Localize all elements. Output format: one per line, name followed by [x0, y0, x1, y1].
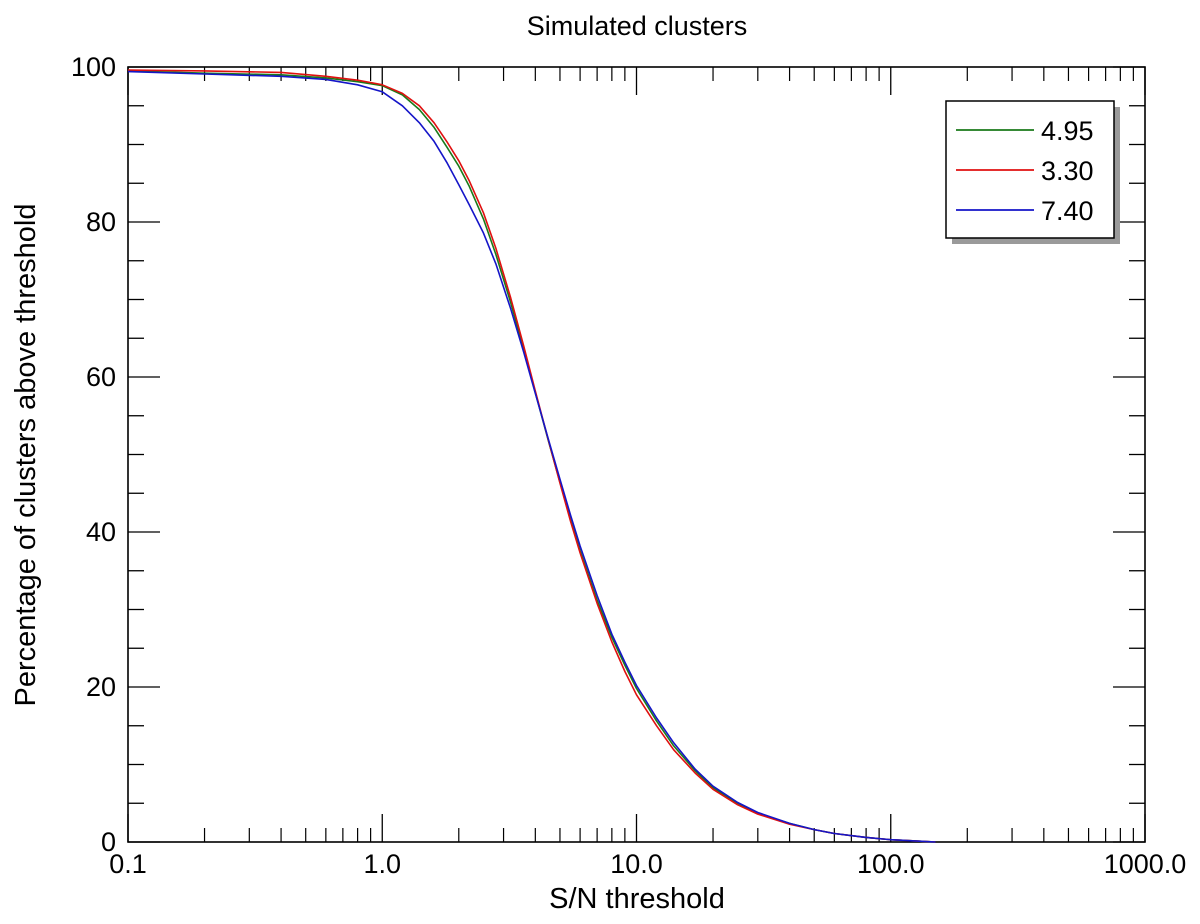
x-tick-label: 1000.0: [1104, 849, 1187, 879]
x-axis-label: S/N threshold: [549, 883, 725, 915]
legend-label: 3.30: [1041, 156, 1094, 186]
y-tick-label: 60: [86, 362, 116, 392]
series-line-4.95: [127, 70, 936, 843]
series-line-7.40: [127, 70, 936, 843]
legend-label: 7.40: [1041, 196, 1094, 226]
x-tick-label: 1.0: [363, 849, 401, 879]
plot-series: [127, 69, 936, 843]
legend-label: 4.95: [1041, 116, 1094, 146]
y-tick-label: 20: [86, 672, 116, 702]
y-tick-label: 40: [86, 517, 116, 547]
x-tick-label: 0.1: [109, 849, 147, 879]
chart-title: Simulated clusters: [527, 11, 748, 41]
axes: 0.1 1.0 10.0 100.0 1000.0 0 20 40 60 80 100: [71, 52, 1186, 879]
x-tick-label: 10.0: [610, 849, 663, 879]
x-tick-label: 100.0: [857, 849, 925, 879]
series-line-3.30: [127, 69, 936, 843]
y-tick-label: 80: [86, 207, 116, 237]
y-axis-label: Percentage of clusters above threshold: [10, 204, 42, 707]
legend: 4.95 3.30 7.40: [945, 100, 1120, 244]
y-tick-label: 0: [101, 827, 116, 857]
y-tick-label: 100: [71, 52, 116, 82]
